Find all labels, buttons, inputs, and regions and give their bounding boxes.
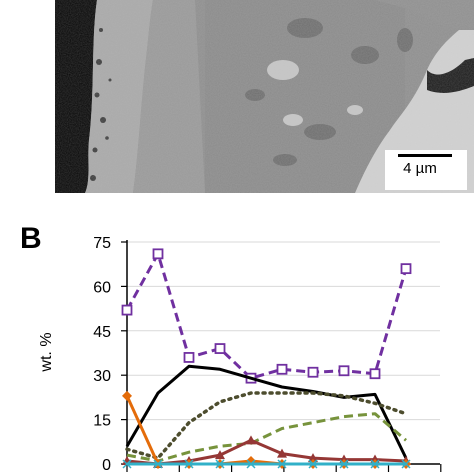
data-point: [184, 459, 194, 469]
data-point: [214, 343, 226, 354]
data-point: [308, 459, 318, 469]
y-tick-label: 45: [93, 324, 111, 341]
data-point-stroke: [215, 459, 225, 469]
micrograph-image: [55, 0, 474, 193]
series-line: [125, 395, 406, 466]
sem-micrograph: [55, 0, 474, 193]
data-point-stroke: [122, 459, 132, 469]
y-tick-label: 30: [93, 368, 111, 385]
data-point: [152, 248, 164, 260]
series-layer: [121, 248, 412, 469]
data-point-stroke: [277, 459, 287, 469]
data-point: [215, 450, 225, 460]
data-point-stroke: [401, 459, 411, 469]
data-point-stroke: [184, 459, 194, 469]
scale-bar: [398, 154, 452, 157]
data-point: [338, 365, 350, 377]
data-point: [153, 459, 163, 469]
series-line: [125, 252, 408, 380]
y-tick-label: 60: [93, 279, 111, 296]
series-line: [126, 412, 407, 463]
data-point-stroke: [339, 459, 349, 469]
y-tick-label: 75: [93, 235, 111, 252]
scale-bar-label: 4 µm: [403, 160, 437, 177]
y-axis-ticks: 0 15 30 45 60 75: [93, 235, 127, 474]
data-point-stroke: [370, 459, 380, 469]
data-point: [122, 459, 132, 469]
data-point: [246, 435, 256, 445]
y-tick-label: 15: [93, 413, 111, 430]
data-point: [215, 459, 225, 469]
series-line: [125, 391, 408, 460]
data-point: [400, 263, 412, 275]
data-point: [308, 453, 318, 463]
data-point-stroke: [153, 459, 163, 469]
data-point: [277, 448, 287, 458]
data-point: [369, 368, 381, 380]
data-point: [401, 459, 411, 469]
data-point: [277, 459, 287, 469]
data-point: [339, 459, 349, 469]
y-tick-label: 0: [102, 457, 111, 474]
data-point: [121, 304, 133, 316]
y-axis-label: wt. %: [38, 332, 55, 372]
data-point: [276, 363, 288, 375]
data-point: [307, 366, 319, 378]
data-point: [183, 352, 195, 363]
data-point-stroke: [308, 459, 318, 469]
data-point-stroke: [246, 459, 256, 469]
series-line: [125, 364, 408, 459]
data-point: [246, 459, 256, 469]
panel-label: B: [20, 222, 42, 255]
data-point: [370, 459, 380, 469]
data-point: [122, 390, 132, 401]
